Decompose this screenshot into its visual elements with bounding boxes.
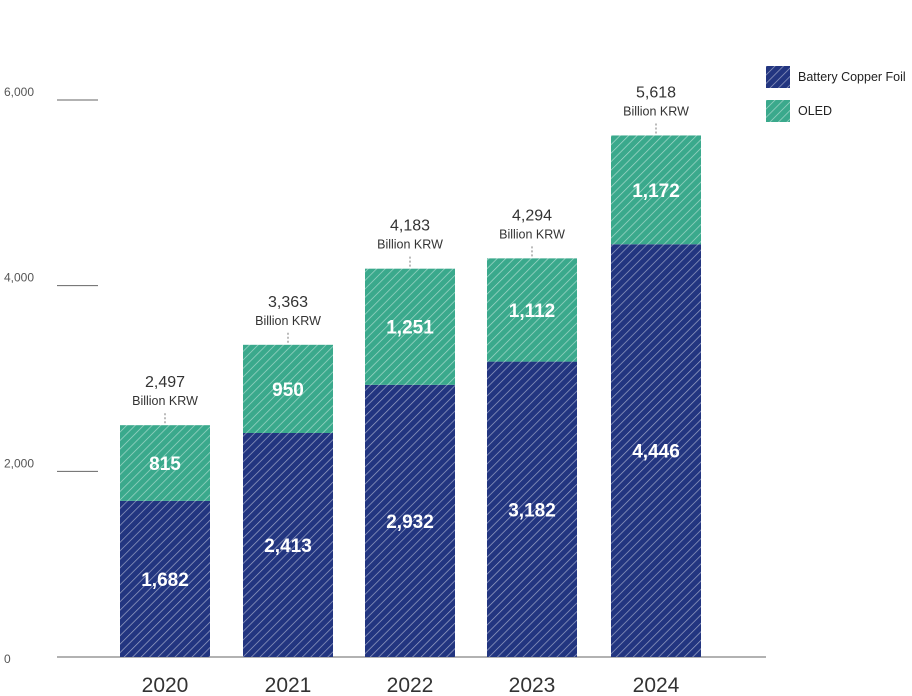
legend-label-oled: OLED [798, 104, 833, 118]
bars [120, 135, 701, 657]
bar-oled-2023 [487, 258, 577, 362]
y-tick-label: 2,000 [4, 456, 34, 470]
legend: Battery Copper Foil OLED [766, 66, 906, 134]
x-tick-label-2024: 2024 [633, 674, 680, 696]
y-tick-label: 4,000 [4, 271, 34, 285]
x-tick-label-2021: 2021 [265, 674, 312, 696]
total-unit-label-2022: Billion KRW [377, 238, 443, 252]
total-label-2022: 4,183 [390, 218, 430, 235]
legend-swatch-battery-copper-foil [766, 66, 790, 88]
legend-swatch-oled [766, 100, 790, 122]
y-tick-label: 0 [4, 652, 11, 666]
bar-battery-copper-foil-2021 [243, 432, 333, 657]
bar-oled-2022 [365, 268, 455, 385]
bar-oled-2024 [611, 135, 701, 245]
legend-label-battery-copper-foil: Battery Copper Foil [798, 70, 906, 84]
value-label-battery-copper-foil-2024: 4,446 [632, 442, 680, 463]
value-label-oled-2023: 1,112 [509, 301, 556, 322]
bar-oled-2020 [120, 425, 210, 501]
total-label-2024: 5,618 [636, 84, 676, 101]
value-label-oled-2020: 815 [149, 454, 181, 475]
bar-battery-copper-foil-2023 [487, 361, 577, 657]
bar-oled-2021 [243, 344, 333, 433]
labels: 1,682 815 2,497 Billion KRW 2020 2,413 950 3,36… [132, 84, 689, 696]
total-label-2021: 3,363 [268, 294, 308, 311]
total-unit-label-2023: Billion KRW [499, 227, 565, 241]
value-label-oled-2024: 1,172 [632, 181, 680, 202]
y-tick-label: 6,000 [4, 85, 34, 99]
value-label-battery-copper-foil-2020: 1,682 [141, 570, 189, 591]
value-label-battery-copper-foil-2022: 2,932 [386, 512, 434, 533]
bar-battery-copper-foil-2024 [611, 244, 701, 657]
value-label-oled-2022: 1,251 [386, 318, 434, 339]
total-unit-label-2021: Billion KRW [255, 314, 321, 328]
value-label-battery-copper-foil-2023: 3,182 [508, 500, 556, 521]
total-label-2020: 2,497 [145, 374, 185, 391]
legend-item-battery-copper-foil: Battery Copper Foil [766, 66, 906, 88]
value-label-oled-2021: 950 [272, 380, 304, 401]
bar-battery-copper-foil-2022 [365, 384, 455, 657]
bar-battery-copper-foil-2020 [120, 500, 210, 657]
value-label-battery-copper-foil-2021: 2,413 [264, 536, 312, 557]
x-tick-label-2022: 2022 [387, 674, 434, 696]
x-tick-label-2020: 2020 [142, 674, 189, 696]
total-label-2023: 4,294 [512, 207, 552, 224]
total-unit-label-2024: Billion KRW [623, 104, 689, 118]
legend-item-oled: OLED [766, 100, 906, 122]
x-tick-label-2023: 2023 [509, 674, 556, 696]
total-unit-label-2020: Billion KRW [132, 394, 198, 408]
